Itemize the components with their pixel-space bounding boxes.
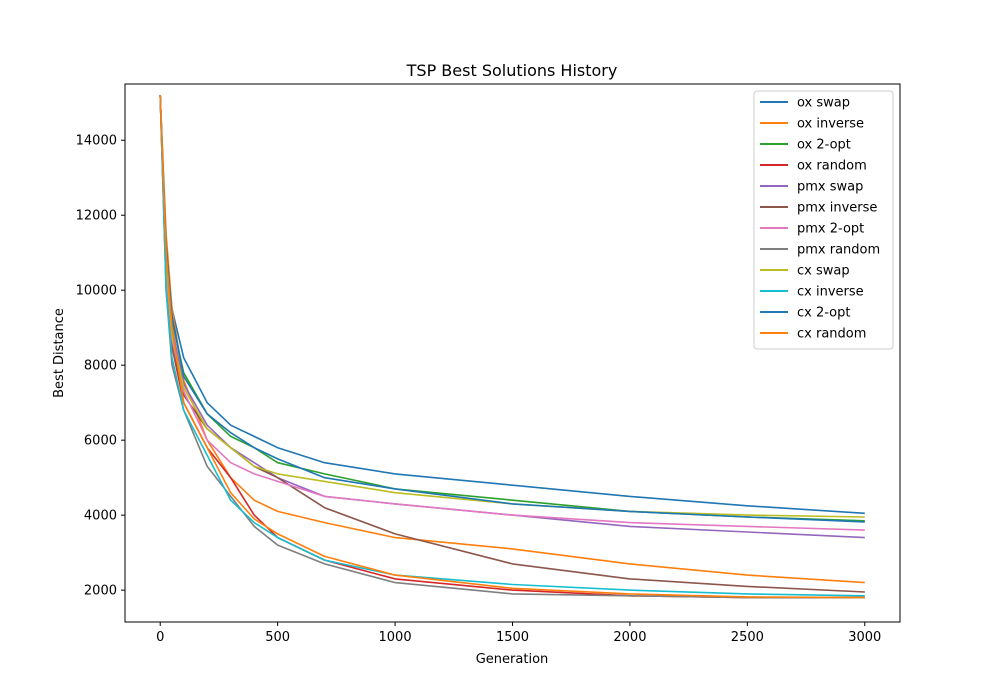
series-line-pmx-2-opt: [159, 95, 865, 531]
series-line-ox-inverse: [159, 95, 865, 584]
y-tick-label: 10000: [76, 284, 117, 299]
y-tick-label: 8000: [84, 359, 117, 374]
x-tick-label: 500: [265, 630, 290, 645]
legend-label: cx swap: [797, 264, 850, 279]
x-tick-label: 2500: [731, 630, 764, 645]
series-line-cx-2-opt: [159, 95, 865, 523]
x-tick-label: 1500: [496, 630, 529, 645]
x-axis-label: Generation: [476, 652, 549, 667]
legend-label: cx random: [797, 327, 866, 342]
x-tick-label: 2000: [613, 630, 646, 645]
chart-title: TSP Best Solutions History: [406, 61, 618, 80]
x-tick-label: 1000: [379, 630, 412, 645]
legend-label: ox 2-opt: [797, 138, 851, 153]
y-axis: 2000 4000 6000 8000 10000 12000 14000: [76, 134, 125, 599]
legend-label: ox random: [797, 159, 867, 174]
x-tick-label: 3000: [848, 630, 881, 645]
legend-box: [753, 90, 894, 350]
legend-label: cx 2-opt: [797, 306, 850, 321]
y-tick-label: 14000: [76, 134, 117, 149]
x-tick-label: 0: [156, 630, 164, 645]
y-tick-label: 12000: [76, 209, 117, 224]
x-axis: 0 500 1000 1500 2000 2500 3000: [156, 622, 881, 645]
y-tick-label: 6000: [84, 434, 117, 449]
series-layer: [159, 95, 865, 599]
legend-label: ox inverse: [797, 117, 864, 132]
y-tick-label: 4000: [84, 509, 117, 524]
y-axis-label: Best Distance: [52, 308, 67, 398]
series-line-cx-inverse: [159, 95, 865, 597]
legend-label: pmx swap: [797, 180, 863, 195]
legend-label: ox swap: [797, 96, 850, 111]
series-line-cx-random: [159, 95, 865, 599]
legend-label: cx inverse: [797, 285, 864, 300]
legend-label: pmx inverse: [797, 201, 877, 216]
y-tick-label: 2000: [84, 584, 117, 599]
series-line-pmx-random: [159, 95, 865, 599]
legend: ox swap ox inverse ox 2-opt ox random pmx sw…: [753, 90, 894, 350]
legend-label: pmx random: [797, 243, 880, 258]
legend-label: pmx 2-opt: [797, 222, 864, 237]
series-line-pmx-inverse: [159, 95, 865, 593]
